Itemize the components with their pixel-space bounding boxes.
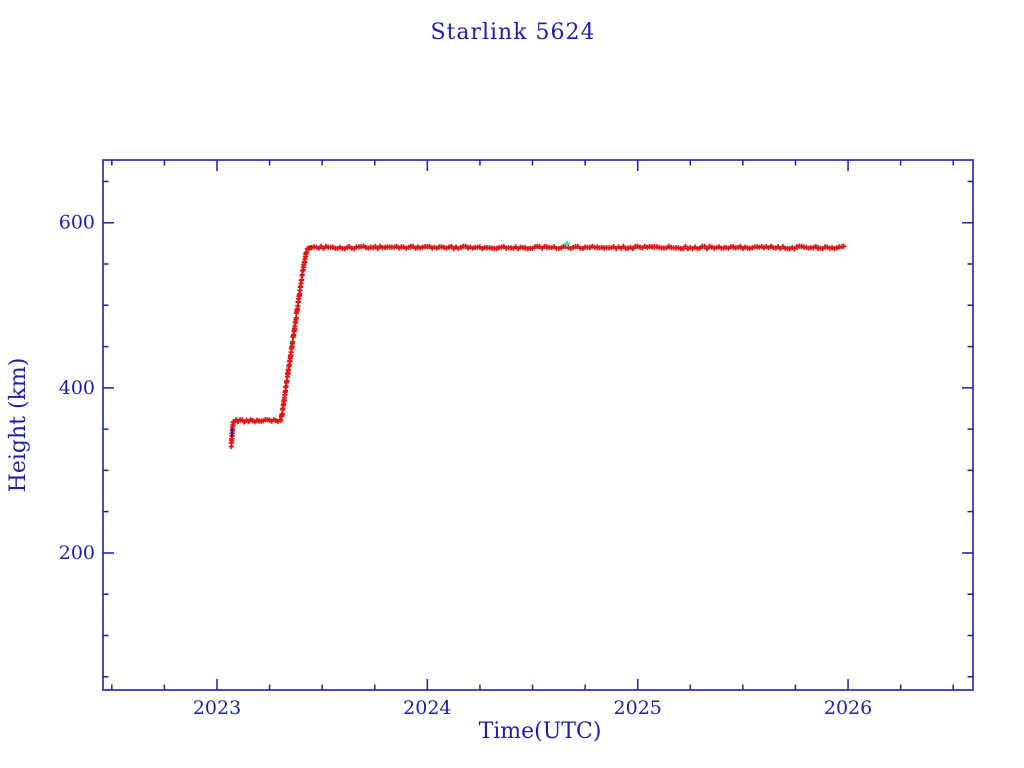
chart-title: Starlink 5624 <box>430 20 595 45</box>
x-axis-label: Time(UTC) <box>479 719 602 744</box>
x-tick-label: 2025 <box>614 697 662 719</box>
y-tick-label: 200 <box>59 542 95 564</box>
y-axis-label: Height (km) <box>6 358 31 493</box>
plot-area: 2023 2024 2025 2026 200 400 600 <box>59 159 974 719</box>
axis-ticks <box>103 160 973 690</box>
x-tick-label: 2026 <box>824 697 872 719</box>
x-tick-label: 2024 <box>403 697 451 719</box>
y-tick-label: 600 <box>59 212 95 234</box>
x-tick-label: 2023 <box>193 697 241 719</box>
plot-frame <box>102 159 974 691</box>
series-line-dots <box>230 244 841 448</box>
series-markers <box>228 243 847 450</box>
cyan-outlier-marker <box>564 240 571 247</box>
y-tick-label: 400 <box>59 377 95 399</box>
series-line <box>230 246 844 446</box>
